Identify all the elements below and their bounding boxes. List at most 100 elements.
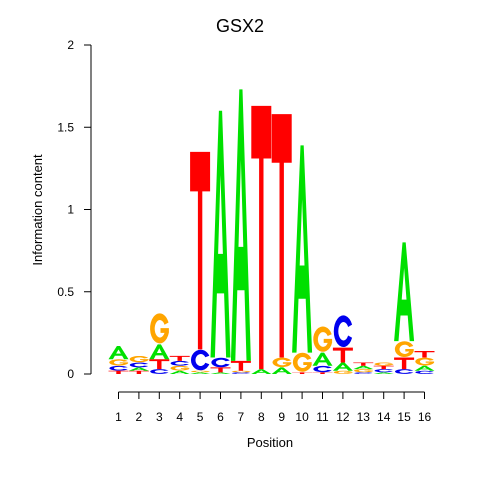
logo-letter-a bbox=[373, 372, 394, 374]
logo-column-4 bbox=[169, 355, 190, 374]
logo-letter-a bbox=[292, 145, 313, 353]
logo-letter-t bbox=[271, 114, 292, 358]
x-axis: 1 2 3 4 5 6 7 8 9 10 11 12 13 14 15 16 bbox=[115, 391, 432, 424]
logo-letter-a bbox=[271, 367, 292, 374]
logo-letter-a bbox=[414, 365, 435, 371]
logo-column-7 bbox=[230, 89, 251, 374]
logo-letter-g bbox=[109, 359, 129, 366]
x-tick-label: 5 bbox=[197, 410, 204, 424]
x-tick-label: 4 bbox=[176, 410, 183, 424]
x-tick-label: 10 bbox=[295, 410, 309, 424]
logo-stacks bbox=[108, 89, 435, 374]
logo-letter-a bbox=[149, 344, 170, 360]
logo-column-9 bbox=[271, 114, 292, 374]
logo-column-1 bbox=[108, 346, 129, 374]
logo-letter-g bbox=[272, 357, 292, 368]
logo-letter-g bbox=[415, 357, 435, 366]
logo-letter-a bbox=[312, 352, 333, 366]
logo-letter-c bbox=[129, 362, 149, 368]
logo-column-12 bbox=[332, 315, 353, 374]
logo-letter-t bbox=[414, 350, 435, 358]
logo-letter-a bbox=[108, 346, 129, 360]
logo-letter-a bbox=[190, 372, 211, 374]
x-tick-label: 8 bbox=[258, 410, 265, 424]
logo-column-6 bbox=[210, 110, 231, 374]
logo-letter-t bbox=[332, 347, 353, 363]
logo-letter-t bbox=[128, 370, 149, 374]
logo-letter-c bbox=[231, 372, 251, 374]
x-tick-label: 12 bbox=[336, 410, 350, 424]
x-tick-label: 15 bbox=[397, 410, 411, 424]
x-tick-label: 11 bbox=[316, 410, 329, 424]
y-tick-label: 1.5 bbox=[57, 120, 74, 134]
x-tick-label: 14 bbox=[377, 410, 391, 424]
logo-column-13 bbox=[353, 362, 374, 374]
logo-column-3 bbox=[149, 313, 170, 374]
logo-letter-c bbox=[333, 315, 353, 348]
logo-letter-c bbox=[313, 365, 332, 373]
logo-column-16 bbox=[414, 350, 435, 374]
y-tick-label: 0 bbox=[67, 367, 74, 381]
logo-letter-c bbox=[374, 369, 393, 373]
logo-letter-t bbox=[169, 355, 190, 361]
logo-letter-a bbox=[353, 365, 374, 370]
logo-letter-t bbox=[190, 151, 211, 350]
x-tick-label: 2 bbox=[136, 410, 143, 424]
chart-title: GSX2 bbox=[216, 16, 264, 36]
y-axis: 0 0.5 1 1.5 2 bbox=[57, 38, 92, 381]
x-tick-label: 6 bbox=[217, 410, 224, 424]
logo-letter-a bbox=[128, 367, 149, 371]
logo-letter-a bbox=[169, 370, 190, 374]
logo-letter-c bbox=[354, 372, 373, 374]
logo-column-5 bbox=[190, 151, 211, 374]
x-axis-label: Position bbox=[247, 435, 293, 450]
y-tick-label: 1 bbox=[67, 203, 74, 217]
logo-letter-g bbox=[394, 341, 414, 358]
logo-column-15 bbox=[394, 242, 415, 374]
logo-letter-t bbox=[108, 370, 129, 374]
logo-column-10 bbox=[292, 145, 313, 374]
logo-letter-t bbox=[353, 362, 374, 366]
logo-letter-g bbox=[354, 369, 373, 373]
logo-letter-t bbox=[312, 372, 333, 374]
logo-letter-t bbox=[251, 105, 272, 370]
logo-letter-t bbox=[394, 357, 415, 370]
logo-column-11 bbox=[312, 326, 333, 374]
x-tick-label: 1 bbox=[115, 410, 122, 424]
logo-letter-c bbox=[190, 349, 210, 371]
logo-letter-t bbox=[373, 365, 394, 370]
logo-column-8 bbox=[251, 105, 272, 374]
x-tick-label: 7 bbox=[238, 410, 245, 424]
logo-letter-g bbox=[374, 362, 394, 366]
logo-letter-t bbox=[292, 372, 313, 374]
x-tick-label: 13 bbox=[357, 410, 371, 424]
logo-letter-g bbox=[292, 352, 312, 372]
logo-letter-t bbox=[210, 367, 231, 373]
logo-letter-t bbox=[149, 359, 170, 370]
logo-column-2 bbox=[128, 355, 149, 374]
logo-letter-c bbox=[394, 369, 414, 374]
logo-letter-g bbox=[231, 370, 251, 373]
logo-letter-a bbox=[394, 242, 415, 342]
y-axis-label: Information content bbox=[30, 154, 45, 266]
logo-letter-g bbox=[170, 365, 190, 371]
logo-letter-a bbox=[251, 369, 272, 374]
logo-letter-g bbox=[150, 313, 169, 344]
y-tick-label: 0.5 bbox=[57, 285, 74, 299]
logo-letter-t bbox=[230, 360, 251, 371]
logo-letter-a bbox=[332, 362, 353, 371]
logo-letter-g bbox=[313, 326, 333, 352]
x-tick-label: 9 bbox=[278, 410, 285, 424]
logo-letter-c bbox=[415, 370, 434, 374]
logo-letter-a bbox=[210, 372, 231, 374]
logo-letter-c bbox=[170, 360, 189, 366]
logo-letter-g bbox=[129, 355, 149, 363]
logo-letter-a bbox=[230, 89, 251, 361]
x-tick-label: 16 bbox=[418, 410, 432, 424]
logo-column-14 bbox=[373, 362, 394, 374]
logo-letter-a bbox=[210, 110, 231, 358]
logo-letter-c bbox=[150, 369, 169, 374]
x-tick-label: 3 bbox=[156, 410, 163, 424]
logo-letter-g bbox=[333, 370, 353, 374]
